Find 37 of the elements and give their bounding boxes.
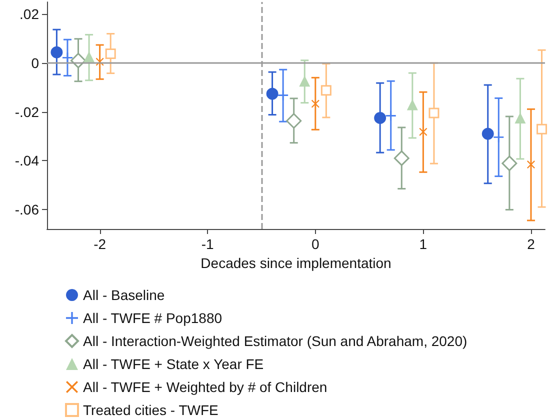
legend-label: All - TWFE + Weighted by # of Children <box>83 379 328 395</box>
x-tick-label: 2 <box>527 236 536 252</box>
point <box>406 99 418 110</box>
point <box>374 112 386 124</box>
point <box>419 128 428 136</box>
y-tick-label: 0 <box>31 55 40 72</box>
legend-label: All - TWFE # Pop1880 <box>83 310 222 326</box>
y-tick-label: -.06 <box>14 201 40 218</box>
point <box>266 88 278 100</box>
legend-label: All - TWFE + State x Year FE <box>83 356 264 372</box>
point <box>386 110 396 121</box>
point <box>50 46 63 58</box>
x-tick-label: -1 <box>201 236 214 252</box>
point <box>299 76 310 87</box>
legend-label: All - Baseline <box>83 287 165 303</box>
legend-label: Treated cities - TWFE <box>83 402 218 418</box>
point <box>311 100 320 108</box>
legend-label: All - Interaction-Weighted Estimator (Sun and Abraham, 2020) <box>83 333 468 349</box>
point <box>482 128 494 140</box>
point <box>394 150 410 166</box>
x-axis-title: Decades since implementation <box>200 254 392 271</box>
point <box>526 160 535 169</box>
y-tick-label: -.04 <box>14 152 40 169</box>
x-tick-label: -2 <box>94 236 106 252</box>
y-tick-label: -.02 <box>14 104 40 120</box>
point <box>84 51 95 62</box>
point <box>286 113 302 129</box>
point <box>536 124 548 134</box>
y-tick-label: .02 <box>20 6 40 22</box>
point <box>428 108 440 118</box>
point <box>278 90 288 100</box>
x-tick-label: 0 <box>312 236 320 252</box>
point <box>502 156 518 172</box>
point <box>105 48 116 59</box>
point <box>320 85 332 96</box>
point <box>494 132 504 142</box>
x-tick-label: 1 <box>419 236 428 252</box>
